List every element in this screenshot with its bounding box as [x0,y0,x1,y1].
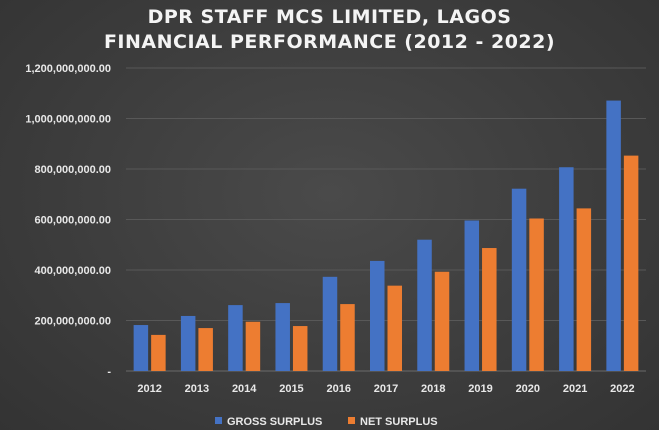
bar-gross-surplus-2018 [417,239,432,371]
x-tick-label: 2012 [137,383,161,395]
x-tick-label: 2022 [610,383,634,395]
legend-net-surplus-label: NET SURPLUS [360,416,438,428]
legend-gross-surplus-label: GROSS SURPLUS [227,416,322,428]
bar-net-surplus-2014 [245,321,261,371]
bar-gross-surplus-2012 [133,325,149,371]
bar-gross-surplus-2014 [228,305,243,371]
bar-gross-surplus-2019 [464,220,480,371]
bar-net-surplus-2013 [198,328,213,371]
bar-gross-surplus-2016 [322,276,338,371]
x-tick-label: 2020 [516,383,540,395]
bar-net-surplus-2017 [387,285,402,371]
bar-gross-surplus-2013 [180,315,196,371]
x-tick-label: 2015 [279,383,303,395]
bar-gross-surplus-2021 [559,167,574,371]
legend-net-surplus-swatch [348,417,355,424]
bar-net-surplus-2016 [340,304,355,371]
y-tick-label: 200,000,000.00 [35,316,111,328]
y-tick-label: 400,000,000.00 [35,265,111,277]
bar-gross-surplus-2017 [370,260,385,371]
x-tick-label: 2016 [326,383,350,395]
bar-net-surplus-2020 [529,218,544,371]
x-tick-label: 2021 [563,383,587,395]
bar-net-surplus-2018 [434,271,450,371]
bar-net-surplus-2021 [576,208,592,371]
bar-gross-surplus-2022 [606,100,621,371]
bar-net-surplus-2019 [482,248,497,371]
y-tick-label: 800,000,000.00 [35,164,111,176]
bar-gross-surplus-2015 [275,303,290,371]
bar-gross-surplus-2020 [511,188,527,371]
x-tick-label: 2013 [185,383,209,395]
legend-gross-surplus-swatch [215,417,222,424]
y-tick-label: - [107,366,111,378]
bar-net-surplus-2022 [623,155,639,371]
x-tick-label: 2019 [468,383,492,395]
x-tick-label: 2014 [232,383,257,395]
y-tick-label: 1,200,000,000.00 [25,63,111,75]
bar-net-surplus-2015 [292,326,308,371]
y-tick-label: 600,000,000.00 [35,215,111,227]
x-tick-label: 2018 [421,383,445,395]
chart-title-line-1: DPR STAFF MCS LIMITED, LAGOS [147,6,512,28]
chart-title-line-2: FINANCIAL PERFORMANCE (2012 - 2022) [103,31,556,53]
bar-net-surplus-2012 [151,334,166,371]
y-tick-label: 1,000,000,000.00 [25,114,111,126]
x-tick-label: 2017 [374,383,398,395]
